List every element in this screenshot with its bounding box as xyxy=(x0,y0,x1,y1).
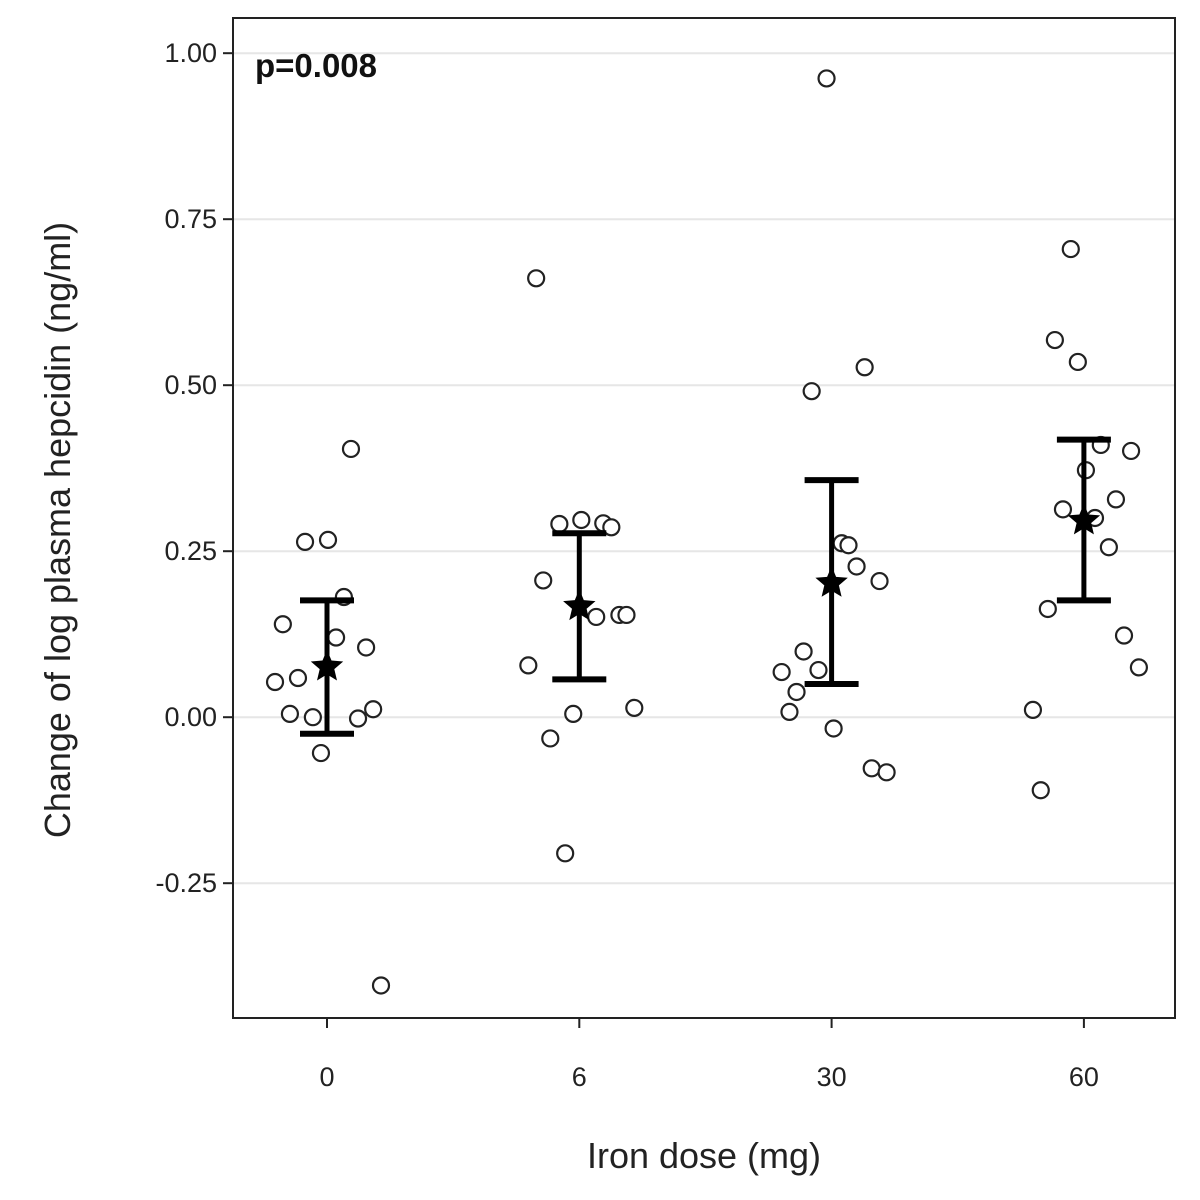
data-point xyxy=(1099,538,1118,557)
data-point xyxy=(1106,490,1126,509)
data-point xyxy=(877,763,896,782)
data-point xyxy=(541,729,560,748)
y-tick-label: 0.25 xyxy=(164,536,217,566)
data-point xyxy=(295,532,315,552)
x-axis-label: Iron dose (mg) xyxy=(587,1135,821,1176)
y-axis-label: Change of log plasma hepcidin (ng/ml) xyxy=(37,222,78,838)
data-point xyxy=(1023,700,1043,719)
data-point xyxy=(862,759,881,778)
mean-star-marker xyxy=(310,649,344,681)
data-point xyxy=(1068,352,1087,372)
y-tick-label: 0.50 xyxy=(164,370,217,400)
data-point xyxy=(357,638,376,657)
data-point xyxy=(550,514,569,534)
data-point xyxy=(1031,781,1050,800)
data-point xyxy=(809,660,828,680)
mean-star-marker xyxy=(563,589,596,621)
data-point xyxy=(572,510,591,530)
data-point xyxy=(780,702,799,721)
data-point xyxy=(371,976,391,995)
data-point xyxy=(1053,500,1073,519)
data-point xyxy=(787,682,806,702)
data-point xyxy=(348,709,368,728)
y-tick-label: 0.75 xyxy=(164,204,217,234)
data-point xyxy=(870,571,889,591)
mean-star-marker xyxy=(815,566,848,597)
data-point xyxy=(288,668,308,688)
data-point xyxy=(280,704,300,723)
x-tick-label: 0 xyxy=(319,1062,334,1092)
x-tick-label: 60 xyxy=(1069,1062,1099,1092)
data-point xyxy=(839,536,858,555)
data-point xyxy=(802,382,821,401)
data-point xyxy=(311,743,331,763)
mean-star-marker xyxy=(1067,503,1101,535)
plot-frame xyxy=(232,17,1176,1019)
data-point xyxy=(534,571,553,590)
data-point xyxy=(341,439,361,459)
data-point xyxy=(817,69,836,88)
data-point xyxy=(1038,599,1057,619)
data-point xyxy=(265,672,285,692)
data-point xyxy=(824,719,843,738)
data-point xyxy=(527,269,546,288)
data-point xyxy=(1129,658,1149,677)
data-point xyxy=(794,642,813,661)
data-point xyxy=(364,700,383,719)
p-value-annotation: p=0.008 xyxy=(255,47,377,84)
data-point xyxy=(847,557,866,576)
data-point xyxy=(602,518,621,537)
data-point xyxy=(1114,626,1134,645)
y-tick-label: -0.25 xyxy=(155,868,217,898)
data-point xyxy=(564,704,583,723)
data-point xyxy=(326,628,346,647)
data-point xyxy=(625,698,644,718)
data-point xyxy=(617,605,636,625)
data-point xyxy=(587,607,606,627)
gridlines xyxy=(233,52,1175,885)
x-tick-label: 6 xyxy=(572,1062,587,1092)
x-tick-label: 30 xyxy=(817,1062,847,1092)
data-point xyxy=(1061,239,1080,259)
data-point xyxy=(772,662,791,682)
y-tick-label: 1.00 xyxy=(164,38,217,68)
data-point xyxy=(1121,441,1141,461)
axes: 1.00 0.75 0.50 0.25 0.00 -0.25 0 6 30 60 xyxy=(155,38,1098,1092)
data-point xyxy=(855,358,874,377)
data-point xyxy=(556,844,575,863)
data-point xyxy=(318,530,338,550)
chart-marks xyxy=(265,69,1149,995)
data-point xyxy=(1045,330,1064,350)
data-point xyxy=(303,708,322,727)
data-point xyxy=(519,656,538,675)
y-tick-label: 0.00 xyxy=(164,702,217,732)
data-point xyxy=(273,615,292,634)
